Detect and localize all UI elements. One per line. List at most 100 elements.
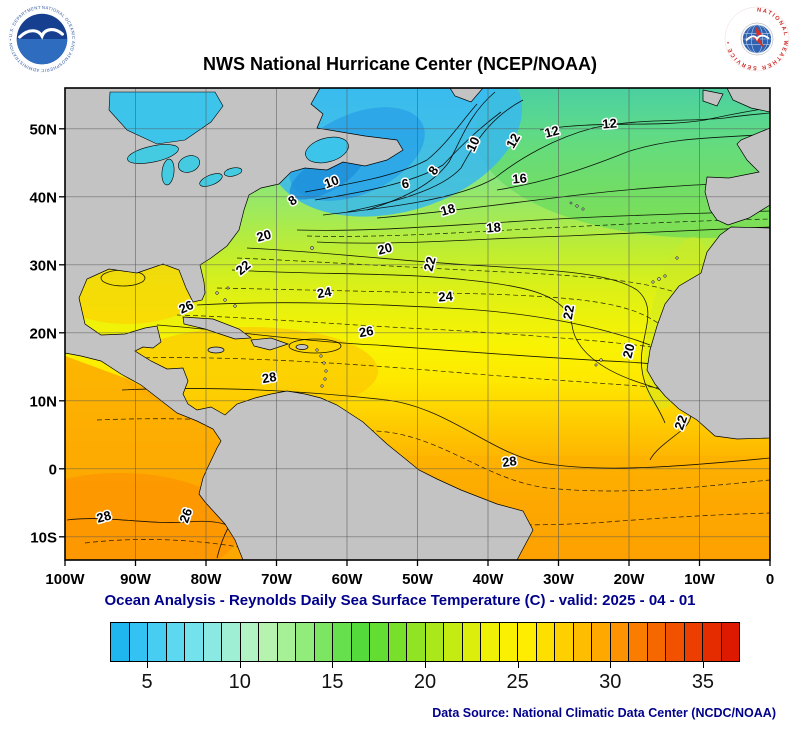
colorbar-tick-label: 20 — [413, 671, 437, 693]
contour-label: 24 — [438, 288, 454, 304]
europe-landmass — [704, 127, 770, 226]
colorbar-cell — [702, 623, 721, 661]
great-lakes — [127, 144, 243, 187]
colorbar-tick-label: 15 — [321, 671, 344, 693]
contour-label: 22 — [560, 304, 577, 321]
colorbar-cell — [202, 623, 221, 661]
colorbar-tick-label: 5 — [141, 671, 153, 693]
colorbar-cell — [165, 623, 184, 661]
colorbar-wrap: 5 10 15 20 25 30 35 — [0, 622, 800, 706]
lon-axis-label: 80W — [191, 571, 223, 588]
colorbar-tick — [239, 662, 241, 668]
lat-axis-label: 0 — [49, 461, 57, 478]
jamaica-island — [207, 346, 225, 354]
lon-axis-label: 10W — [684, 571, 716, 588]
colorbar-cell — [665, 623, 684, 661]
colorbar-tick-label: 25 — [506, 671, 529, 693]
colorbar-cell — [369, 623, 388, 661]
contour-label: 26 — [176, 506, 195, 525]
lat-axis-label: 50N — [29, 121, 57, 138]
colorbar-cell — [332, 623, 351, 661]
contour-label: 16 — [512, 170, 528, 186]
contour-label: 18 — [486, 219, 502, 235]
map-caption: Ocean Analysis - Reynolds Daily Sea Surf… — [104, 592, 696, 609]
lon-axis-label: 90W — [120, 571, 152, 588]
colorbar-cell — [128, 623, 147, 661]
colorbar-cell — [276, 623, 295, 661]
colorbar-tick — [517, 662, 519, 668]
colorbar-tick-label: 10 — [228, 671, 251, 693]
lon-axis-label: 30W — [543, 571, 575, 588]
contour-label: 20 — [376, 240, 394, 258]
contour-label: 22 — [421, 255, 439, 273]
gulf-of-st-lawrence — [305, 136, 349, 164]
noaa-logo: NATIONAL OCEANIC AND ATMOSPHERIC ADMINIS… — [8, 5, 76, 73]
contour-label: 18 — [439, 201, 457, 219]
contour-label: 26 — [358, 323, 375, 340]
water-features — [108, 91, 349, 187]
colorbar-tick — [425, 662, 426, 668]
colorbar-cell — [387, 623, 406, 661]
colorbar-cell — [572, 623, 591, 661]
colorbar-cell — [628, 623, 647, 661]
contour-label: 28 — [95, 508, 113, 526]
hudson-bay — [108, 91, 224, 145]
greenland-tip — [449, 88, 484, 103]
puerto-rico-island — [295, 344, 309, 350]
cuba-island — [182, 316, 252, 340]
colorbar-cell — [517, 623, 536, 661]
contour-label: 22 — [671, 413, 690, 432]
contour-label: 20 — [620, 342, 638, 360]
colorbar-tick — [610, 662, 612, 668]
small-islands — [215, 201, 679, 388]
isotherm-lines — [66, 91, 770, 559]
colorbar-cell — [591, 623, 610, 661]
lon-axis-label: 0 — [766, 571, 774, 588]
british-isles — [726, 88, 770, 113]
colorbar-cell — [424, 623, 443, 661]
page-title: NWS National Hurricane Center (NCEP/NOAA… — [202, 54, 598, 74]
seagull-icon — [745, 34, 770, 42]
contour-label: 10 — [322, 172, 341, 191]
colorbar-cell — [609, 623, 628, 661]
lon-axis-label: 100W — [45, 571, 85, 588]
contour-label: 12 — [602, 115, 618, 131]
seagull-icon — [18, 28, 64, 40]
colorbar-cell — [535, 623, 554, 661]
colorbar-cell — [480, 623, 499, 661]
contour-label: 24 — [316, 284, 334, 301]
graticule — [65, 88, 770, 560]
hispaniola-island — [250, 337, 290, 351]
axes: 50N 40N 30N 20N 10N 0 10S 100W 90W 80W 70W 60W 50W 40… — [29, 121, 774, 588]
contour-label: 12 — [543, 123, 561, 141]
lon-axis-label: 40W — [473, 571, 505, 588]
lat-axis-label: 40N — [29, 189, 57, 206]
colorbar-cell — [443, 623, 462, 661]
colorbar-cell — [111, 623, 129, 661]
noaa-emblem-sea — [16, 39, 68, 65]
colorbar-tick-label: 30 — [599, 671, 622, 693]
colorbar-cell — [239, 623, 258, 661]
lat-axis-label: 30N — [29, 257, 57, 274]
colorbar-tick — [332, 662, 334, 668]
colorbar-cell — [646, 623, 665, 661]
colorbar-cell — [258, 623, 277, 661]
contour-label: 28 — [501, 453, 517, 470]
data-source-text: Data Source: National Climatic Data Cent… — [432, 706, 776, 720]
contour-label: 28 — [261, 369, 278, 386]
lon-axis-label: 50W — [402, 571, 434, 588]
colorbar-cell — [184, 623, 203, 661]
lat-axis-label: 10N — [29, 393, 57, 410]
colorbar-cell — [720, 623, 739, 661]
colorbar — [110, 622, 740, 662]
colorbar-cell — [147, 623, 166, 661]
colorbar-tick-label: 35 — [691, 671, 715, 693]
colorbar-cell — [313, 623, 332, 661]
lat-axis-label: 20N — [29, 325, 57, 342]
colorbar-cell — [350, 623, 369, 661]
contour-label: 20 — [255, 227, 273, 245]
lon-axis-label: 20W — [614, 571, 646, 588]
